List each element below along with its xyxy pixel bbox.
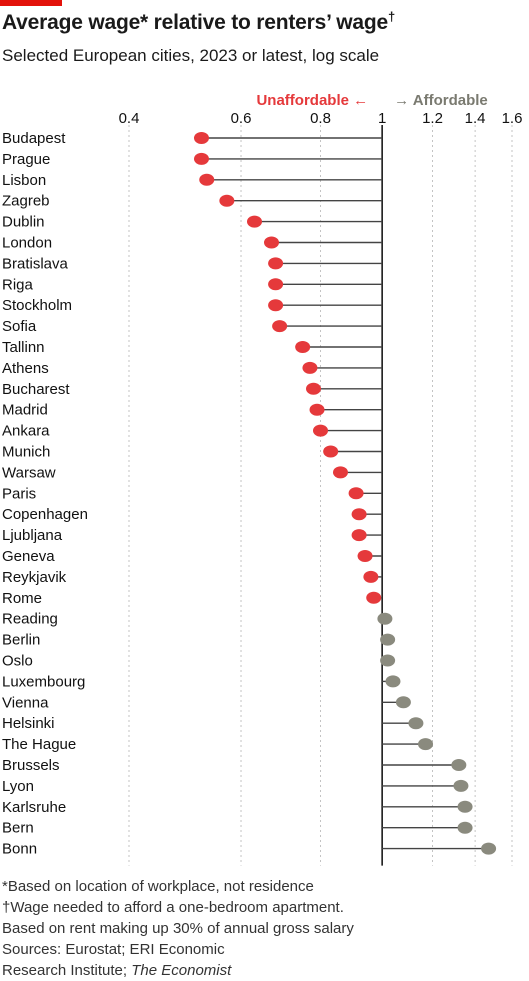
city-label: Sofia (2, 318, 37, 335)
lollipop-dot (264, 236, 280, 249)
lollipop-dot (351, 529, 367, 542)
city-label: Copenhagen (2, 506, 88, 523)
lollipop-dot (268, 278, 284, 291)
city-label: Luxembourg (2, 673, 85, 690)
lollipop-dot (199, 173, 215, 186)
city-label: Ankara (2, 423, 50, 440)
city-label: Bucharest (2, 381, 70, 398)
lollipop-dot (246, 215, 262, 228)
x-tick-label: 0.8 (310, 110, 331, 127)
x-tick-label: 1 (378, 110, 386, 127)
lollipop-dot (268, 299, 284, 312)
city-label: Stockholm (2, 297, 72, 314)
footnote-wage: †Wage needed to afford a one-bedroom apa… (2, 899, 344, 916)
lollipop-dot (418, 738, 434, 751)
footnote-source-economist: The Economist (131, 962, 232, 979)
lollipop-dot (395, 696, 411, 709)
lollipop-dot (366, 591, 382, 604)
city-label: Riga (2, 276, 34, 293)
lollipop-dot (313, 424, 328, 437)
lollipop-dot (363, 570, 379, 583)
city-label: Warsaw (2, 464, 56, 481)
lollipop-dot (380, 654, 396, 667)
legend-affordable: → Affordable (394, 92, 488, 109)
chart-title: Average wage* relative to renters’ wage† (2, 9, 395, 35)
lollipop-dot (302, 361, 318, 374)
city-label: Bratislava (2, 255, 69, 272)
city-label: Prague (2, 151, 50, 168)
footnote-sources: Sources: Eurostat; ERI Economic (2, 941, 225, 958)
lollipop-dot (193, 132, 209, 144)
footnotes: *Based on location of workplace, not res… (2, 876, 354, 981)
city-label: Zagreb (2, 193, 50, 210)
city-label: London (2, 235, 52, 252)
city-label: Brussels (2, 757, 60, 774)
lollipop-dot (348, 487, 364, 500)
lollipop-dot (193, 152, 209, 165)
lollipop-dot (219, 194, 235, 207)
footnote-workplace: *Based on location of workplace, not res… (2, 878, 314, 895)
city-label: Geneva (2, 548, 55, 565)
x-tick-label: 1.4 (465, 110, 486, 127)
city-label: Rome (2, 590, 42, 607)
lollipop-dot (295, 341, 311, 353)
lollipop-dot (481, 842, 497, 855)
lollipop-dot (457, 821, 473, 834)
city-label: Reykjavik (2, 569, 67, 586)
lollipop-dot (268, 257, 284, 270)
footnote-sources-cont: Research Institute; The Economist (2, 960, 354, 981)
city-label: Vienna (2, 694, 49, 711)
city-label: Tallinn (2, 339, 45, 356)
lollipop-dot (272, 320, 288, 333)
chart-title-text: Average wage* relative to renters’ wage (2, 11, 388, 34)
lollipop-dot (323, 445, 339, 458)
lollipop-dot (351, 508, 367, 521)
brand-bar (0, 0, 62, 6)
chart-title-mark: † (387, 9, 395, 24)
chart-subtitle: Selected European cities, 2023 or latest… (2, 46, 380, 65)
lollipop-dot (332, 466, 348, 479)
legend-unaffordable: Unaffordable ← (256, 92, 368, 109)
lollipop-dot (451, 759, 467, 771)
city-label: Lyon (2, 778, 34, 795)
city-label: Reading (2, 611, 58, 628)
lollipop-chart: Unaffordable ← → Affordable 0.4 0.6 0.8 1 1.2 1… (2, 92, 523, 866)
city-label: Paris (2, 485, 36, 502)
x-tick-label: 1.2 (422, 110, 443, 127)
city-label: Bonn (2, 841, 37, 858)
x-tick-label: 0.4 (119, 110, 140, 127)
footnote-sources-text: Research Institute; (2, 962, 132, 979)
lollipop-dot (408, 717, 424, 730)
city-label: Madrid (2, 402, 48, 419)
lollipop-dot (457, 800, 473, 813)
city-label: Budapest (2, 130, 66, 147)
city-label: Athens (2, 360, 49, 377)
lollipop-dot (385, 675, 401, 688)
city-label: Ljubljana (2, 527, 63, 544)
x-tick-label: 1.6 (502, 110, 523, 127)
city-label: Karlsruhe (2, 799, 66, 816)
city-label: Dublin (2, 214, 45, 231)
lollipop-dot (453, 779, 469, 792)
lollipop-dot (309, 403, 325, 416)
city-label: Oslo (2, 653, 33, 670)
lollipop-dot (306, 382, 322, 395)
city-label: Berlin (2, 632, 40, 649)
lollipop-dot (357, 550, 373, 562)
city-label: Munich (2, 444, 50, 461)
city-label: Lisbon (2, 172, 46, 189)
lollipop-dot (377, 612, 393, 625)
city-label: The Hague (2, 736, 76, 753)
x-tick-label: 0.6 (231, 110, 252, 127)
footnote-rent: Based on rent making up 30% of annual gr… (2, 920, 354, 937)
city-label: Bern (2, 820, 34, 837)
city-label: Helsinki (2, 715, 55, 732)
lollipop-dot (380, 633, 396, 646)
